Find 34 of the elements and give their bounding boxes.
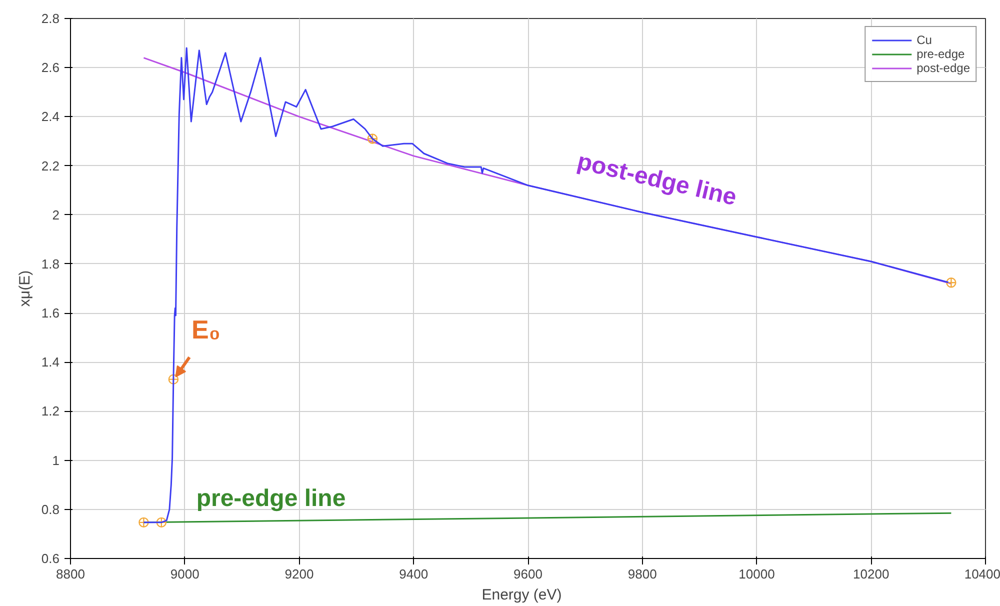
- x-tick-label: 9000: [170, 566, 200, 582]
- y-tick-label: 2.8: [41, 11, 60, 26]
- legend-label: post-edge: [916, 61, 970, 75]
- y-tick-label: 1.6: [41, 306, 60, 321]
- annotation: pre-edge line: [196, 484, 346, 512]
- y-tick-label: 2.4: [41, 109, 60, 124]
- x-tick-label: 8800: [56, 566, 85, 582]
- y-tick-label: 2: [52, 207, 60, 222]
- y-tick-label: 2.2: [41, 158, 60, 174]
- x-tick-label: 10400: [964, 566, 1000, 582]
- y-tick-label: 1: [52, 452, 60, 468]
- x-tick-label: 9600: [514, 566, 542, 582]
- x-tick-label: 10200: [853, 566, 890, 582]
- annotation: post-edge line: [574, 148, 740, 212]
- y-tick-label: 2.6: [41, 60, 60, 76]
- y-tick-label: 1.2: [41, 404, 60, 419]
- y-axis-title: xμ(E): [16, 270, 34, 307]
- legend-label: pre-edge: [916, 47, 965, 61]
- point: [138, 517, 149, 528]
- legend-label: Cu: [916, 33, 933, 47]
- y-tick-label: 0.8: [41, 502, 60, 517]
- point: [367, 134, 378, 144]
- x-axis-title: Energy (eV): [482, 586, 562, 604]
- x-tick-label: 10000: [738, 566, 775, 582]
- point: [168, 374, 179, 384]
- y-tick-label: 1.8: [41, 256, 60, 272]
- x-tick-label: 9400: [399, 566, 428, 582]
- x-tick-label: 9800: [628, 566, 657, 582]
- point: [946, 278, 956, 288]
- y-tick-label: 1.4: [41, 354, 60, 370]
- annotation: E₀: [191, 314, 220, 344]
- x-tick-label: 9200: [284, 566, 314, 582]
- point: [156, 517, 167, 528]
- y-tick-label: 0.6: [41, 551, 60, 566]
